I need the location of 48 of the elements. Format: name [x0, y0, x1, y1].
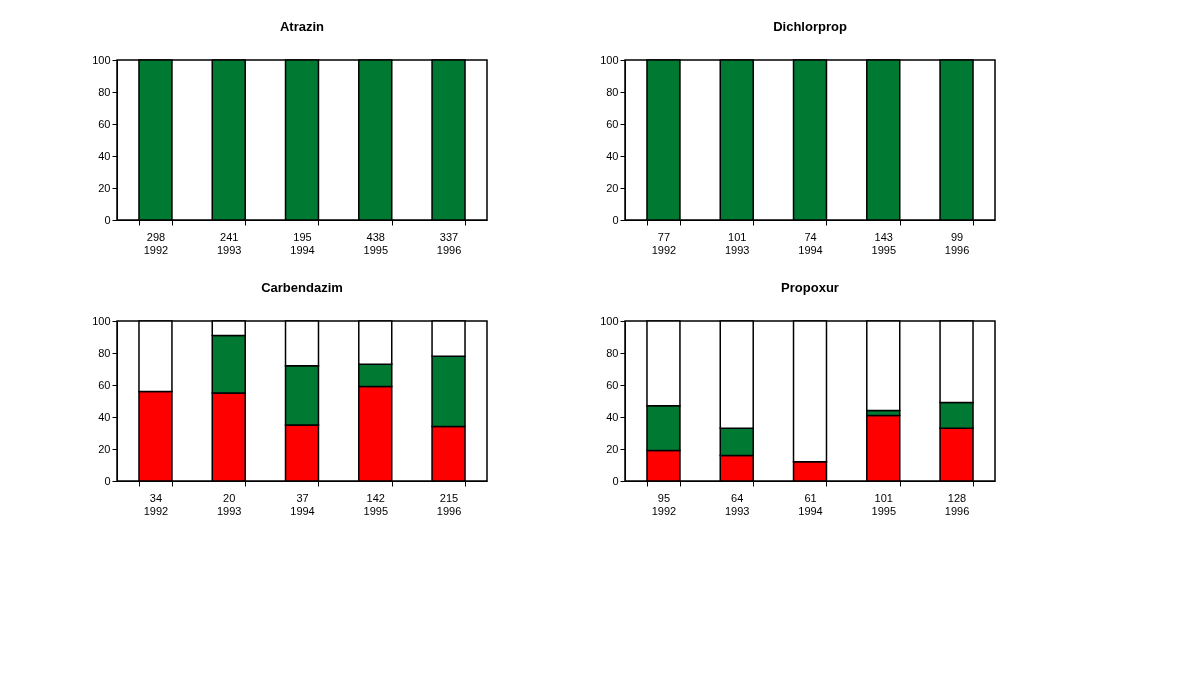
x-tick-label: 438 1995: [363, 230, 389, 256]
x-tick-label: 74 1994: [798, 230, 823, 256]
y-tick-label: 80: [606, 85, 619, 98]
chart-title: Atrazin: [279, 19, 325, 34]
y-tick-label: 40: [606, 410, 619, 423]
y-tick-label: 20: [606, 181, 619, 194]
y-tick-label: 100: [92, 314, 111, 327]
y-tick-label: 60: [606, 117, 619, 130]
x-tick-label: 128 1996: [944, 491, 970, 517]
x-tick-label: 142 1995: [363, 491, 389, 517]
y-tick-label: 0: [612, 474, 619, 487]
y-tick-label: 40: [606, 149, 619, 162]
x-tick-label: 241 1993: [216, 230, 242, 256]
x-tick-label: 99 1996: [944, 230, 970, 256]
x-tick-label: 101 1995: [871, 491, 897, 517]
x-tick-label: 143 1995: [871, 230, 897, 256]
x-tick-label: 195 1994: [290, 230, 315, 256]
chart-title: Propoxur: [781, 280, 839, 295]
x-tick-label: 95 1992: [651, 491, 677, 517]
y-tick-label: 60: [98, 117, 111, 130]
x-tick-label: 298 1992: [143, 230, 169, 256]
x-tick-label: 61 1994: [798, 491, 823, 517]
x-tick-label: 37 1994: [290, 491, 315, 517]
y-tick-label: 80: [606, 346, 619, 359]
y-tick-label: 80: [98, 346, 111, 359]
chart-title: Carbendazim: [261, 280, 343, 295]
y-tick-label: 60: [606, 378, 619, 391]
y-tick-label: 0: [104, 213, 111, 226]
x-tick-label: 77 1992: [651, 230, 677, 256]
chart-title: Dichlorprop: [773, 19, 847, 34]
x-tick-label: 215 1996: [436, 491, 462, 517]
y-tick-label: 20: [98, 442, 111, 455]
x-tick-label: 64 1993: [724, 491, 750, 517]
y-tick-label: 0: [104, 474, 111, 487]
y-tick-label: 100: [600, 53, 619, 66]
x-tick-label: 20 1993: [216, 491, 242, 517]
x-tick-label: 34 1992: [143, 491, 169, 517]
y-tick-label: 40: [98, 149, 111, 162]
y-tick-label: 20: [606, 442, 619, 455]
y-tick-label: 60: [98, 378, 111, 391]
x-tick-label: 101 1993: [724, 230, 750, 256]
y-tick-label: 40: [98, 410, 111, 423]
y-tick-label: 0: [612, 213, 619, 226]
y-tick-label: 80: [98, 85, 111, 98]
x-tick-label: 337 1996: [436, 230, 462, 256]
y-tick-label: 20: [98, 181, 111, 194]
y-tick-label: 100: [600, 314, 619, 327]
y-tick-label: 100: [92, 53, 111, 66]
